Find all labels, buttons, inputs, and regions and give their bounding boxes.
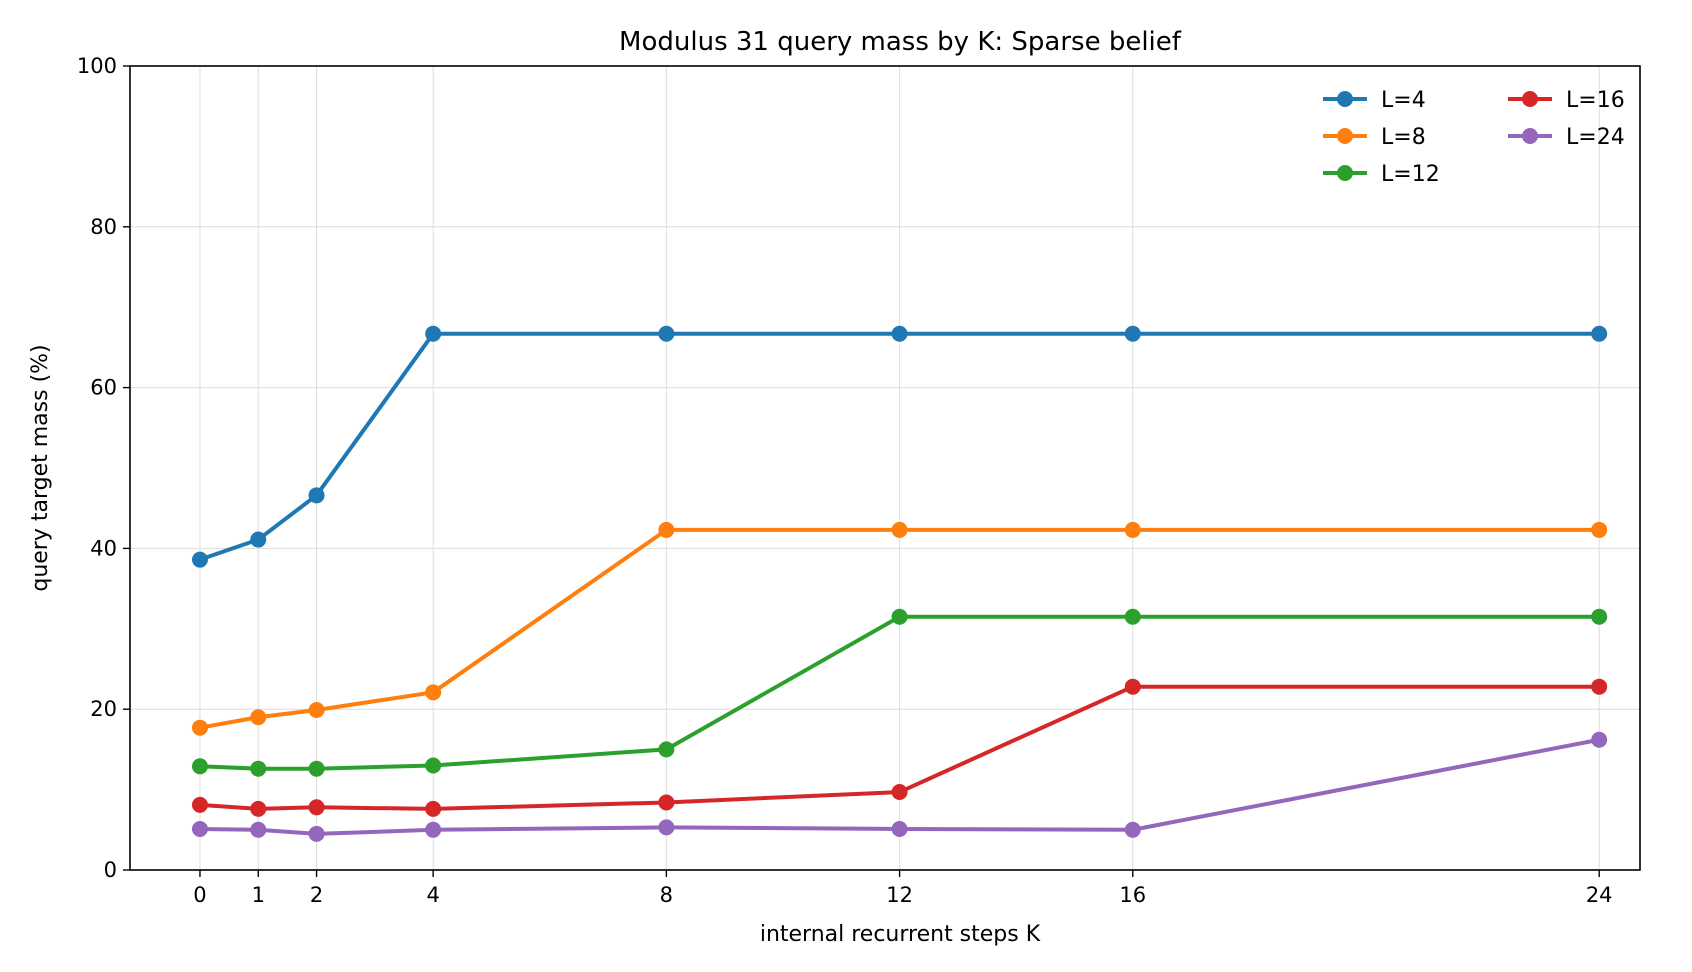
legend-entry: L=12	[1323, 162, 1440, 187]
data-point-l12	[250, 760, 267, 777]
legend-entry: L=8	[1323, 125, 1426, 150]
legend: L=4 L=8 L=12 L=16 L=24	[1323, 88, 1625, 187]
data-point-l16	[425, 800, 442, 817]
data-point-l8	[1591, 521, 1608, 538]
y-tick-label: 0	[104, 858, 117, 882]
series-line-l4	[199, 331, 1600, 562]
y-axis-label: query target mass (%)	[28, 344, 53, 591]
data-point-l16	[250, 800, 267, 817]
data-point-l8	[191, 719, 208, 736]
data-point-l24	[1124, 821, 1141, 838]
data-point-l12	[425, 757, 442, 774]
data-point-l16	[308, 799, 325, 816]
legend-marker	[1337, 128, 1353, 144]
legend-label: L=16	[1566, 88, 1625, 113]
x-tick-label: 24	[1586, 883, 1613, 907]
legend-marker	[1337, 91, 1353, 107]
data-point-l24	[425, 821, 442, 838]
series-line-l24	[199, 737, 1600, 836]
y-tick-label: 40	[90, 536, 117, 560]
data-point-l8	[308, 702, 325, 719]
series-line-l16	[199, 684, 1600, 811]
data-point-l4	[1591, 325, 1608, 342]
series-l16	[191, 678, 1608, 817]
data-point-l12	[658, 741, 675, 758]
x-tick-label: 12	[886, 883, 913, 907]
x-axis-label: internal recurrent steps K	[760, 922, 1041, 947]
data-point-l8	[425, 684, 442, 701]
data-point-l12	[1591, 608, 1608, 625]
data-point-l4	[250, 531, 267, 548]
x-tick-label: 16	[1119, 883, 1146, 907]
series-l24	[191, 731, 1608, 842]
x-tick-label: 0	[193, 883, 206, 907]
legend-entry: L=16	[1508, 88, 1625, 113]
series-layer	[191, 325, 1608, 842]
series-line-l12	[199, 614, 1600, 771]
data-point-l16	[191, 796, 208, 813]
data-point-l4	[658, 325, 675, 342]
y-tick-label: 100	[77, 54, 117, 78]
series-line-l8	[199, 527, 1600, 730]
data-point-l24	[250, 821, 267, 838]
data-point-l4	[308, 487, 325, 504]
legend-label: L=24	[1566, 125, 1625, 150]
data-point-l24	[1591, 731, 1608, 748]
data-point-l12	[1124, 608, 1141, 625]
y-tick-label: 60	[90, 376, 117, 400]
y-tick-label: 20	[90, 697, 117, 721]
plot-frame	[129, 65, 1641, 871]
y-tick-label: 80	[90, 215, 117, 239]
legend-marker	[1522, 128, 1538, 144]
data-point-l8	[1124, 521, 1141, 538]
x-tick-label: 1	[252, 883, 265, 907]
data-point-l12	[891, 608, 908, 625]
series-l4	[191, 325, 1608, 568]
legend-label: L=4	[1381, 88, 1426, 113]
data-point-l16	[658, 794, 675, 811]
x-tick-label: 8	[660, 883, 673, 907]
data-point-l4	[191, 551, 208, 568]
legend-entry: L=24	[1508, 125, 1625, 150]
legend-label: L=12	[1381, 162, 1440, 187]
data-point-l12	[191, 758, 208, 775]
legend-label: L=8	[1381, 125, 1426, 150]
x-tick-label: 2	[310, 883, 323, 907]
data-point-l4	[425, 325, 442, 342]
legend-marker	[1337, 165, 1353, 181]
legend-entry: L=4	[1323, 88, 1426, 113]
data-point-l12	[308, 760, 325, 777]
legend-marker	[1522, 91, 1538, 107]
data-point-l24	[191, 820, 208, 837]
data-point-l24	[308, 825, 325, 842]
data-point-l8	[658, 521, 675, 538]
data-point-l16	[1124, 678, 1141, 695]
data-point-l4	[891, 325, 908, 342]
data-point-l16	[891, 784, 908, 801]
data-point-l24	[658, 819, 675, 836]
chart-title: Modulus 31 query mass by K: Sparse belie…	[619, 27, 1182, 57]
data-point-l24	[891, 820, 908, 837]
data-point-l4	[1124, 325, 1141, 342]
data-point-l8	[250, 709, 267, 726]
data-point-l8	[891, 521, 908, 538]
data-point-l16	[1591, 678, 1608, 695]
x-tick-label: 4	[426, 883, 439, 907]
series-l12	[191, 608, 1608, 777]
series-l8	[191, 521, 1608, 736]
